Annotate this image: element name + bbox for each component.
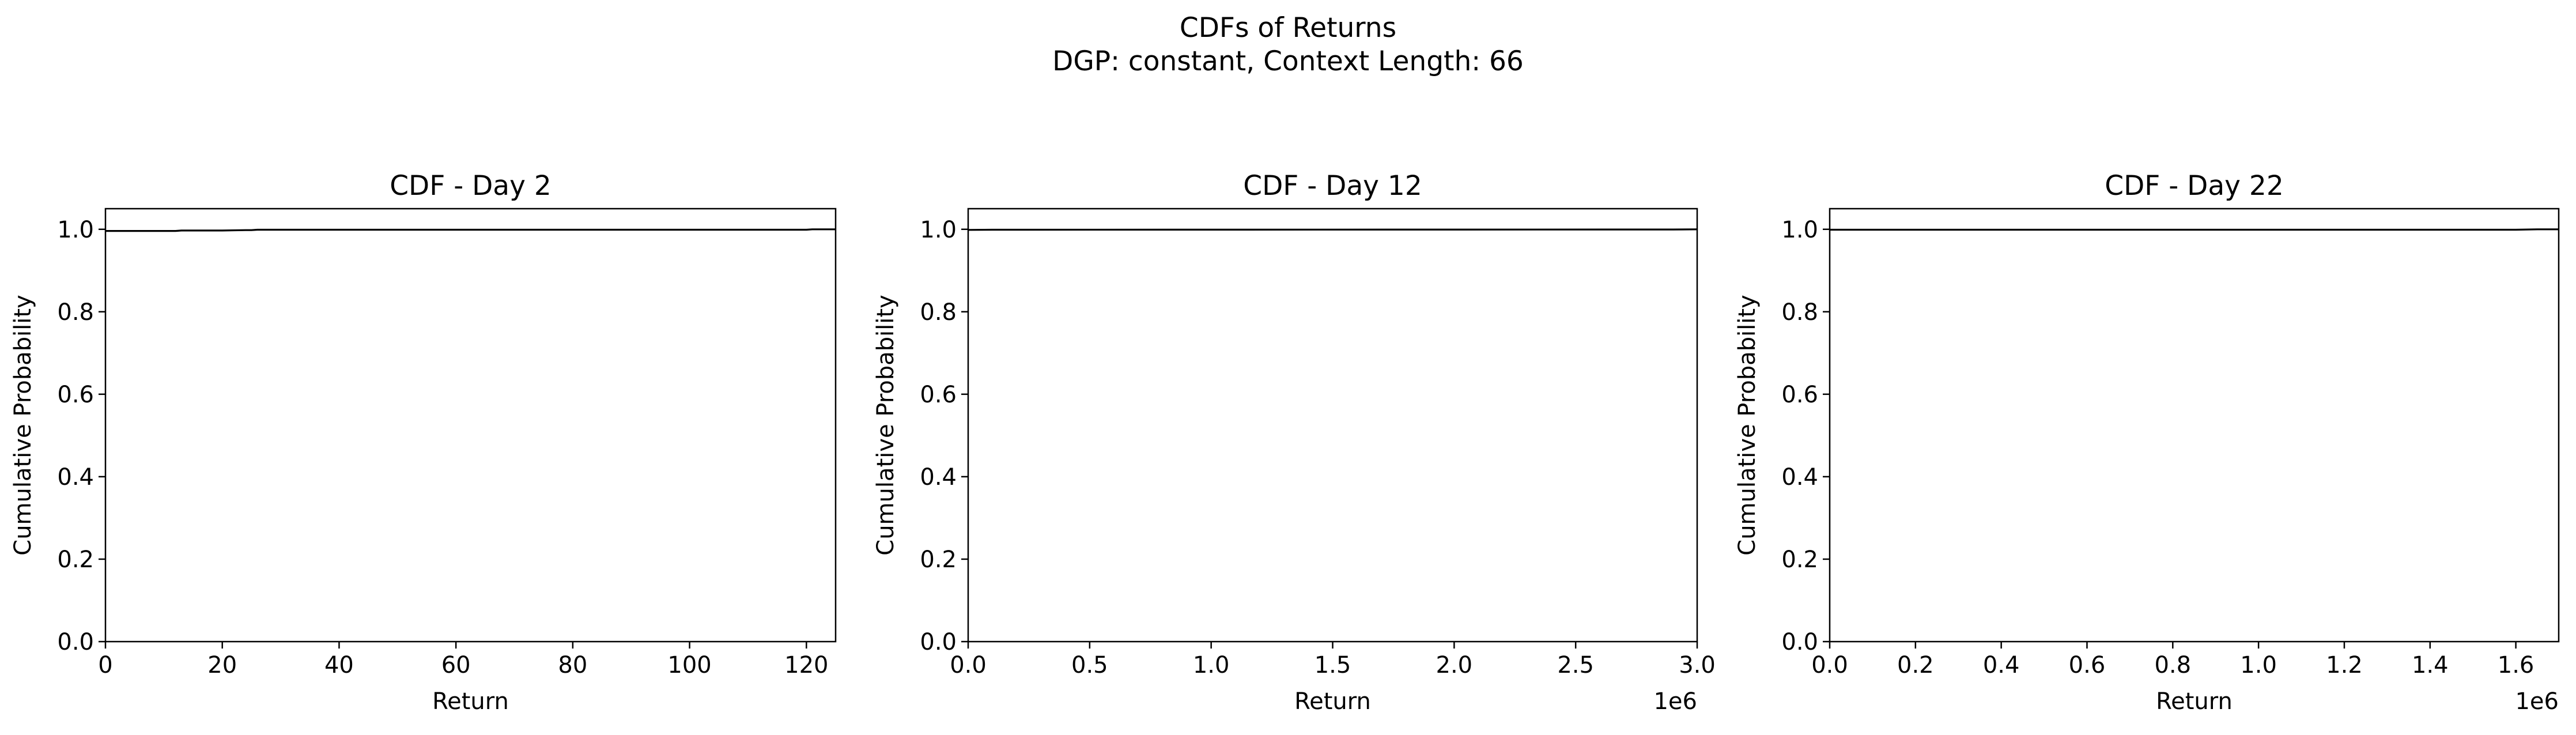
chart-panel-1: 0 20 40 60 80 100 120 0.0 0.2 0.4 0.6 0.8 1.0 CDF - D… (10, 170, 837, 715)
x-tick-label-2-2: 1.0 (1193, 652, 1230, 679)
x-tick-label-2-1: 0.5 (1071, 652, 1108, 679)
x-tick-label-3-5: 1.0 (2240, 652, 2277, 679)
x-tick-label-2-6: 3.0 (1679, 652, 1716, 679)
x-tick-label-1-1: 20 (207, 652, 237, 679)
x-tick-label-3-2: 0.4 (1983, 652, 2020, 679)
y-tick-label-1-1: 0.2 (57, 546, 94, 573)
x-tick-label-2-0: 0.0 (950, 652, 987, 679)
plot-frame-1 (104, 208, 837, 643)
y-tick-label-3-1: 0.2 (1781, 546, 1818, 573)
chart-panel-2: 0.0 0.5 1.0 1.5 2.0 2.5 3.0 0.0 0.2 0.4 0.6 0.8 1.0 C… (872, 170, 1716, 715)
y-tick-label-2-5: 1.0 (920, 217, 957, 243)
y-tick-label-2-0: 0.0 (920, 629, 957, 655)
y-tick-label-1-5: 1.0 (57, 217, 94, 243)
y-axis-label-1: Cumulative Probability (10, 295, 36, 555)
y-tick-label-2-2: 0.4 (920, 464, 957, 491)
x-tick-label-1-0: 0 (98, 652, 112, 679)
x-tick-label-3-3: 0.6 (2069, 652, 2106, 679)
cdf-line-3-1 (1830, 228, 2559, 231)
y-tick-label-1-0: 0.0 (57, 629, 94, 655)
x-tick-label-1-2: 40 (324, 652, 354, 679)
y-tick-label-3-2: 0.4 (1781, 464, 1818, 491)
figure-title-line2: DGP: constant, Context Length: 66 (1052, 46, 1524, 77)
x-tick-label-2-4: 2.0 (1436, 652, 1473, 679)
chart-panel-3: 0.0 0.2 0.4 0.6 0.8 1.0 1.2 1.4 1.6 0.0 0.2 0.4 0.6 0… (1734, 170, 2560, 715)
x-tick-label-3-0: 0.0 (1811, 652, 1848, 679)
y-tick-label-3-3: 0.6 (1781, 382, 1818, 408)
cdf-line-1-1 (105, 228, 836, 232)
x-tick-label-1-3: 60 (441, 652, 471, 679)
x-tick-label-2-3: 1.5 (1315, 652, 1351, 679)
x-axis-label-2: Return (1294, 688, 1371, 715)
figure-title-line1: CDFs of Returns (1180, 12, 1396, 44)
x-tick-label-1-4: 80 (558, 652, 587, 679)
x-axis-label-3: Return (2156, 688, 2233, 715)
y-tick-label-1-2: 0.4 (57, 464, 94, 491)
x-tick-label-3-8: 1.6 (2498, 652, 2535, 679)
chart-title-3: CDF - Day 22 (2105, 170, 2283, 202)
y-axis-label-2: Cumulative Probability (872, 295, 899, 555)
cdf-line-2-1 (968, 228, 1698, 231)
x-tick-label-3-4: 0.8 (2154, 652, 2191, 679)
chart-title-1: CDF - Day 2 (390, 170, 552, 202)
chart-panels: 0 20 40 60 80 100 120 0.0 0.2 0.4 0.6 0.8 1.0 CDF - D… (10, 170, 2560, 715)
x-axis-offset-label-2: 1e6 (1653, 688, 1697, 715)
x-tick-label-1-6: 120 (784, 652, 828, 679)
x-tick-label-3-1: 0.2 (1897, 652, 1934, 679)
x-tick-label-3-7: 1.4 (2412, 652, 2449, 679)
y-tick-label-2-4: 0.8 (920, 299, 957, 326)
y-tick-label-2-1: 0.2 (920, 546, 957, 573)
y-tick-label-3-4: 0.8 (1781, 299, 1818, 326)
x-axis-label-1: Return (432, 688, 509, 715)
y-tick-label-1-4: 0.8 (57, 299, 94, 326)
plot-frame-3 (1829, 208, 2560, 643)
x-tick-label-3-6: 1.2 (2326, 652, 2363, 679)
y-axis-label-3: Cumulative Probability (1734, 295, 1761, 555)
x-tick-label-1-5: 100 (667, 652, 711, 679)
x-axis-offset-label-3: 1e6 (2515, 688, 2559, 715)
y-tick-label-3-5: 1.0 (1781, 217, 1818, 243)
x-tick-label-2-5: 2.5 (1557, 652, 1594, 679)
y-tick-label-3-0: 0.0 (1781, 629, 1818, 655)
y-tick-label-1-3: 0.6 (57, 382, 94, 408)
y-tick-label-2-3: 0.6 (920, 382, 957, 408)
chart-title-2: CDF - Day 12 (1243, 170, 1422, 202)
